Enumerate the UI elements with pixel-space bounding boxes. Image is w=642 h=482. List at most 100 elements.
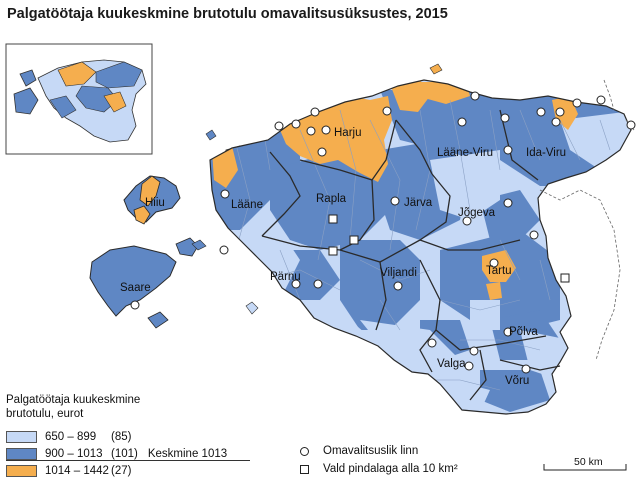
county-label-saare: Saare bbox=[120, 282, 151, 294]
border-rapla-jarva bbox=[339, 179, 375, 251]
county-label-viljandi: Viljandi bbox=[380, 267, 417, 279]
town-symbol bbox=[489, 258, 499, 268]
legend-title-line2: brutotulu, eurot bbox=[6, 408, 84, 420]
region-tartu-high bbox=[482, 250, 516, 282]
legend-swatch-high bbox=[6, 464, 37, 477]
town-symbol bbox=[306, 126, 316, 136]
town-symbol bbox=[572, 98, 582, 108]
inset-viru bbox=[95, 61, 143, 89]
legend-swatch-mid bbox=[6, 447, 37, 460]
town-symbol bbox=[313, 279, 323, 289]
town-symbol bbox=[382, 106, 392, 116]
island-saaremaa bbox=[89, 245, 177, 317]
town-symbols bbox=[130, 91, 636, 374]
town-symbol bbox=[500, 113, 510, 123]
inset-saare bbox=[13, 87, 39, 115]
county-label-jarva: Järva bbox=[404, 197, 433, 209]
border-parnu-viljandi bbox=[375, 261, 387, 331]
border-laane-rapla bbox=[261, 151, 301, 237]
small-parish-symbol bbox=[349, 235, 359, 245]
border-jogeva-tartu bbox=[419, 239, 521, 251]
scale-bar bbox=[543, 464, 627, 471]
legend-mean-underline bbox=[6, 460, 250, 461]
region-tartu-high-2 bbox=[486, 282, 502, 300]
islands bbox=[89, 63, 443, 329]
town-symbol bbox=[317, 147, 327, 157]
legend-town-label: Omavalitsuslik linn bbox=[323, 445, 419, 457]
county-label-parnu: Pärnu bbox=[270, 271, 301, 283]
inset-central bbox=[75, 85, 119, 113]
border-harju-laane-viru bbox=[395, 119, 433, 175]
municipality-fills bbox=[210, 80, 631, 412]
inset-hiiu bbox=[19, 69, 37, 87]
town-symbol bbox=[462, 216, 472, 226]
town-symbol bbox=[220, 189, 230, 199]
inset-harju bbox=[57, 61, 97, 87]
town-symbol bbox=[310, 107, 320, 117]
legend-mean-label: Keskmine 1013 bbox=[147, 447, 228, 460]
island-hiiu-high-parish-2 bbox=[133, 205, 151, 225]
county-label-valga: Valga bbox=[437, 358, 466, 370]
town-symbol bbox=[536, 107, 546, 117]
county-label-jogeva: Jõgeva bbox=[458, 207, 496, 219]
region-valga-low bbox=[360, 320, 460, 390]
town-symbol bbox=[503, 198, 513, 208]
border-laane-ida-viru bbox=[499, 109, 539, 181]
border-valga bbox=[419, 329, 437, 373]
legend-range-high: 1014 – 1442 bbox=[45, 464, 109, 477]
legend-town-symbol bbox=[300, 446, 309, 456]
town-symbol bbox=[469, 346, 479, 356]
town-symbol bbox=[503, 327, 513, 337]
islet-kihnu bbox=[245, 301, 259, 315]
mainland bbox=[209, 79, 635, 415]
legend-range-low: 650 – 899 bbox=[45, 430, 97, 443]
region-jogeva-low bbox=[430, 150, 500, 220]
town-symbol bbox=[390, 196, 400, 206]
legend-count-high: (27) bbox=[111, 464, 132, 477]
town-symbol bbox=[521, 364, 531, 374]
region-polva-low bbox=[470, 300, 500, 330]
legend-swatch-low bbox=[6, 430, 37, 443]
small-parish-symbol bbox=[328, 214, 338, 224]
town-symbol bbox=[503, 145, 513, 155]
region-harju-east-high bbox=[390, 80, 430, 112]
county-label-hiiu: Hiiu bbox=[145, 197, 165, 209]
town-symbol bbox=[291, 119, 301, 129]
municipality-boundaries bbox=[229, 99, 611, 391]
town-symbol bbox=[626, 120, 636, 130]
border-valga-voru bbox=[469, 349, 487, 401]
legend-range-mid: 900 – 1013 bbox=[45, 447, 103, 460]
town-symbol bbox=[219, 245, 229, 255]
legend-row-mid: 900 – 1013 (101) Keskmine 1013 bbox=[6, 447, 227, 460]
county-label-laane-viru: Lääne-Viru bbox=[437, 147, 493, 159]
county-labels: Harju Lääne-Viru Ida-Viru Hiiu Lääne Rap… bbox=[120, 127, 566, 387]
border-jarva-jogeva bbox=[419, 173, 451, 241]
legend-parish-row: Vald pindalaga alla 10 km² bbox=[300, 462, 458, 476]
town-symbol bbox=[596, 95, 606, 105]
small-parish-symbol bbox=[560, 273, 570, 283]
county-label-voru: Võru bbox=[505, 375, 529, 387]
legend-town-row: Omavalitsuslik linn bbox=[300, 444, 418, 458]
town-symbol bbox=[470, 91, 480, 101]
inset-parnu bbox=[49, 95, 77, 119]
county-label-polva: Põlva bbox=[509, 326, 538, 338]
scale-bar-line bbox=[543, 464, 627, 471]
town-symbol bbox=[321, 125, 331, 135]
town-symbol bbox=[130, 300, 140, 310]
border-parnu-north bbox=[261, 235, 421, 263]
legend-title-line1: Palgatöötaja kuukeskmine bbox=[6, 394, 141, 406]
town-symbol bbox=[457, 117, 467, 127]
legend-row-high: 1014 – 1442 (27) bbox=[6, 464, 131, 477]
islet-2 bbox=[191, 239, 207, 251]
island-muhu bbox=[175, 237, 199, 257]
town-symbol bbox=[555, 107, 565, 117]
small-parish-symbols bbox=[328, 214, 570, 283]
island-hiiu-high-parish bbox=[139, 175, 161, 207]
small-parish-symbol bbox=[328, 246, 338, 256]
islet-north bbox=[429, 63, 443, 75]
town-symbol bbox=[529, 230, 539, 240]
town-symbol bbox=[427, 338, 437, 348]
county-label-harju: Harju bbox=[334, 127, 361, 139]
